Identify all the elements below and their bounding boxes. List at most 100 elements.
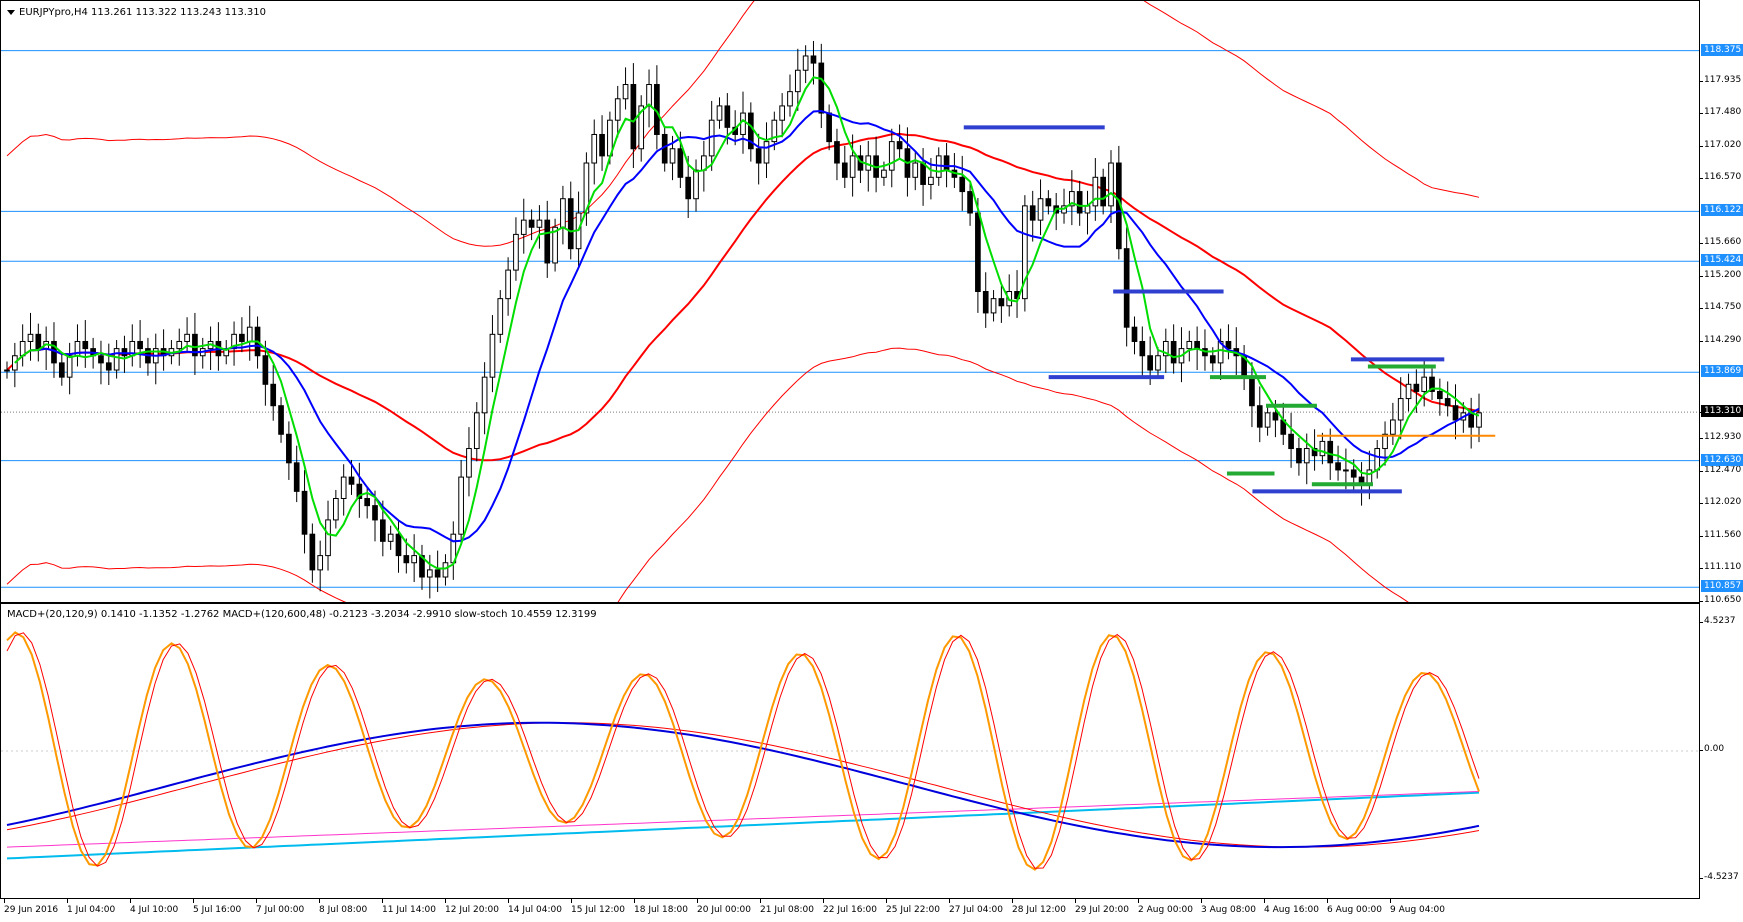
candle-body: [1069, 191, 1075, 207]
time-tick-label: 15 Jul 12:00: [571, 899, 625, 915]
price-scale[interactable]: 117.935 117.480 117.020 116.570 115.660 115.2…: [1699, 0, 1743, 605]
candle-body: [583, 162, 590, 214]
candle-body: [1170, 340, 1177, 364]
candle-body: [787, 91, 793, 107]
chart-title: EURJPYpro,H4 113.261 113.322 113.243 113…: [7, 7, 266, 18]
candle-body: [1343, 469, 1349, 472]
time-tick-label: 14 Jul 04:00: [508, 899, 562, 915]
dropdown-triangle-icon[interactable]: [7, 9, 15, 15]
candle-body: [1155, 355, 1161, 371]
time-tick-label: 9 Aug 04:00: [1390, 899, 1445, 915]
candle-body: [771, 119, 778, 143]
candle-body: [340, 476, 347, 500]
candle-body: [1029, 205, 1036, 221]
candle-body: [364, 498, 371, 507]
macd-line: [6, 721, 1480, 849]
candle-body: [278, 405, 284, 435]
candle-body: [1147, 355, 1153, 371]
candle-body: [458, 476, 464, 535]
price-chart-pane[interactable]: EURJPYpro,H4 113.261 113.322 113.243 113…: [0, 0, 1700, 603]
candle-body: [27, 333, 34, 342]
candle-body: [928, 176, 934, 185]
candle-body: [967, 191, 973, 214]
level-price-label: 116.122: [1701, 204, 1743, 217]
candle-body: [1327, 440, 1334, 464]
blue-moving-average-line: [30, 109, 1480, 543]
candle-body: [560, 198, 566, 228]
candle-body: [794, 69, 801, 93]
candle-body: [920, 162, 926, 185]
candle-body: [1288, 433, 1294, 450]
candle-body: [184, 333, 190, 342]
candle-body: [1272, 412, 1279, 421]
level-price-label: 112.630: [1701, 453, 1743, 466]
lower-envelope-line: [6, 347, 1409, 602]
time-tick-label: 11 Jul 14:00: [382, 899, 436, 915]
candle-body: [301, 490, 308, 535]
candle-body: [379, 519, 386, 542]
price-tick-label: 115.200: [1699, 270, 1742, 281]
candle-body: [1194, 340, 1200, 350]
time-tick-label: 20 Jul 00:00: [697, 899, 751, 915]
candle-body: [1076, 191, 1083, 214]
candle-body: [105, 362, 112, 371]
candle-body: [1437, 390, 1443, 400]
candle-body: [98, 355, 104, 364]
candle-body: [834, 141, 840, 164]
candle-body: [66, 355, 73, 378]
price-chart-canvas[interactable]: [1, 1, 1699, 602]
level-price-label: 118.375: [1701, 43, 1743, 56]
candle-body: [1452, 405, 1459, 421]
macd-signal-line: [6, 722, 1480, 848]
stochastic-signal-line: [6, 632, 1480, 869]
candle-body: [1264, 412, 1271, 428]
candle-body: [387, 533, 394, 542]
level-price-label: 115.424: [1701, 254, 1743, 267]
candle-body: [779, 105, 785, 121]
candle-body: [505, 269, 511, 300]
candle-body: [912, 162, 919, 178]
candle-body: [1397, 398, 1404, 421]
candle-body: [567, 198, 574, 250]
time-tick-label: 4 Aug 16:00: [1264, 899, 1319, 915]
candle-body: [630, 84, 637, 150]
candle-body: [325, 519, 331, 557]
indicator-tick-label: 0.00: [1699, 744, 1725, 754]
candle-body: [520, 219, 527, 235]
candle-body: [959, 176, 966, 193]
price-tick-label: 112.470: [1699, 465, 1742, 476]
candle-body: [998, 298, 1005, 307]
candle-body: [982, 291, 989, 314]
price-tick-label: 111.560: [1699, 530, 1742, 541]
time-tick-label: 5 Jul 16:00: [193, 899, 242, 915]
indicator-pane[interactable]: MACD+(20,120,9) 0.1410 -1.1352 -1.2762 M…: [0, 603, 1700, 899]
indicator-scale[interactable]: 4.5237 0.00 -4.5237: [1699, 603, 1743, 899]
candle-body: [646, 84, 652, 107]
candle-body: [1429, 376, 1435, 392]
candle-body: [395, 533, 402, 557]
candle-body: [1296, 448, 1302, 464]
candle-body: [693, 169, 699, 200]
candle-body: [755, 148, 762, 164]
candle-body: [638, 105, 645, 150]
candle-body: [1390, 419, 1396, 435]
time-axis[interactable]: 29 Jun 2016 1 Jul 04:00 4 Jul 10:00 5 Jul 1…: [0, 899, 1743, 922]
candle-body: [403, 555, 410, 564]
time-tick-label: 4 Jul 10:00: [130, 899, 179, 915]
candle-body: [802, 55, 809, 71]
time-tick-label: 3 Aug 08:00: [1201, 899, 1256, 915]
price-tick-label: 111.110: [1699, 562, 1742, 573]
candle-body: [818, 62, 825, 114]
candle-body: [888, 141, 895, 171]
candle-body: [1413, 383, 1420, 392]
indicator-canvas[interactable]: [1, 604, 1699, 898]
candle-body: [262, 355, 269, 385]
candle-body: [356, 483, 363, 500]
price-tick-label: 110.650: [1699, 595, 1742, 605]
candle-body: [1405, 383, 1412, 400]
long-moving-average-line: [6, 132, 1480, 462]
candle-body: [419, 555, 425, 578]
candle-body: [4, 369, 10, 372]
candle-body: [1382, 433, 1388, 450]
candle-body: [685, 176, 692, 200]
